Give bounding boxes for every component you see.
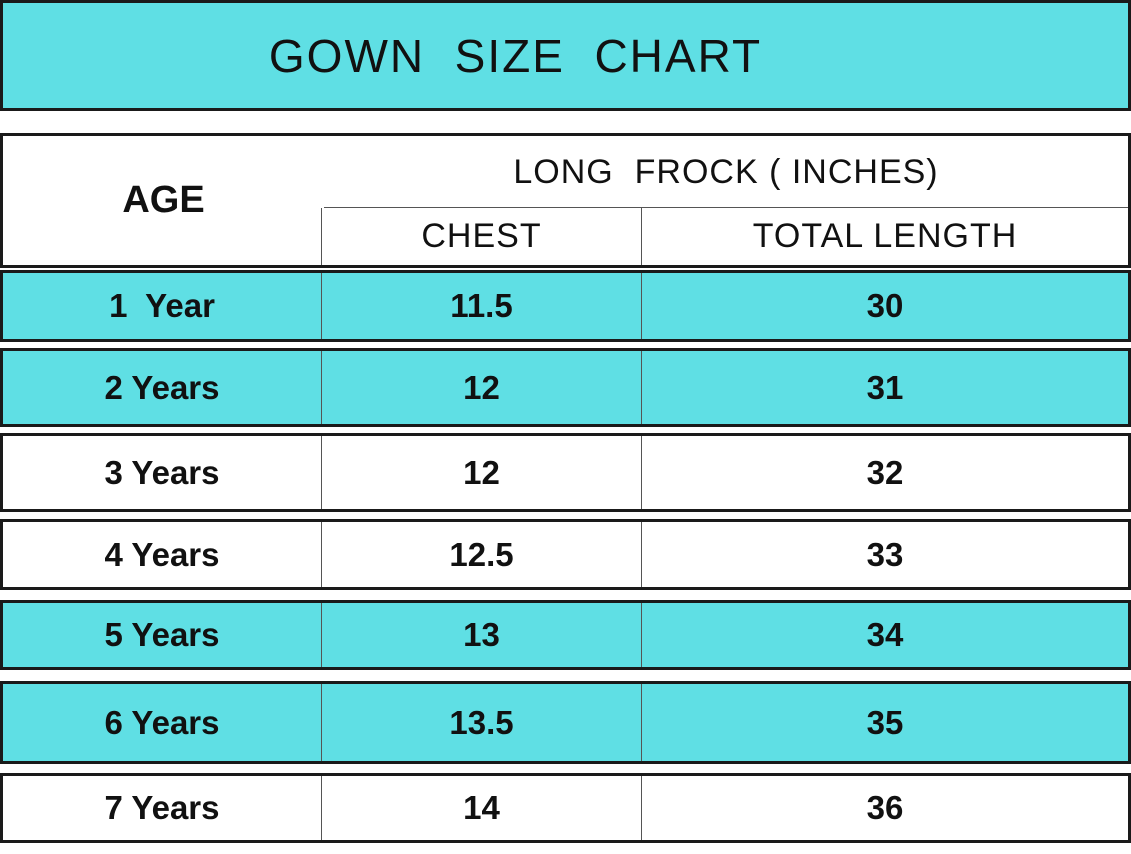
age-cell: 1 Year: [109, 287, 215, 324]
chest-cell: 12.5: [321, 522, 641, 587]
chest-cell: 13: [321, 603, 641, 667]
divider: [324, 207, 1128, 208]
chest-cell: 14: [321, 776, 641, 840]
table-row: 2 Years 12 31: [0, 348, 1131, 427]
table-row: 7 Years 14 36: [0, 773, 1131, 843]
length-cell: 33: [641, 522, 1128, 587]
chest-cell: 13.5: [321, 684, 641, 761]
age-cell: 3 Years: [104, 453, 220, 491]
table-row: 6 Years 13.5 35: [0, 681, 1131, 764]
chest-cell: 12: [321, 436, 641, 509]
length-cell: 35: [641, 684, 1128, 761]
age-cell: 6 Years: [104, 703, 220, 741]
length-cell: 31: [641, 351, 1128, 424]
title-band: GOWN SIZE CHART: [0, 0, 1131, 111]
length-cell: 32: [641, 436, 1128, 509]
table-row: 4 Years 12.5 33: [0, 519, 1131, 590]
table-header: AGE LONG FROCK ( INCHES) CHEST TOTAL LEN…: [0, 133, 1131, 268]
length-cell: 34: [641, 603, 1128, 667]
table-row: 1 Year 11.5 30: [0, 270, 1131, 342]
title: GOWN SIZE CHART: [268, 29, 763, 82]
length-cell: 30: [641, 273, 1128, 339]
age-cell: 5 Years: [104, 616, 220, 653]
column-header: TOTAL LENGTH: [641, 208, 1128, 265]
table-row: 5 Years 13 34: [0, 600, 1131, 670]
age-header: AGE: [122, 179, 205, 221]
age-cell: 7 Years: [104, 789, 220, 826]
age-cell: 4 Years: [104, 535, 220, 573]
age-cell: 2 Years: [104, 368, 220, 406]
table-row: 3 Years 12 32: [0, 433, 1131, 512]
chest-cell: 11.5: [321, 273, 641, 339]
column-header: CHEST: [321, 208, 641, 265]
length-cell: 36: [641, 776, 1128, 840]
group-header: LONG FROCK ( INCHES): [513, 152, 939, 191]
chest-cell: 12: [321, 351, 641, 424]
